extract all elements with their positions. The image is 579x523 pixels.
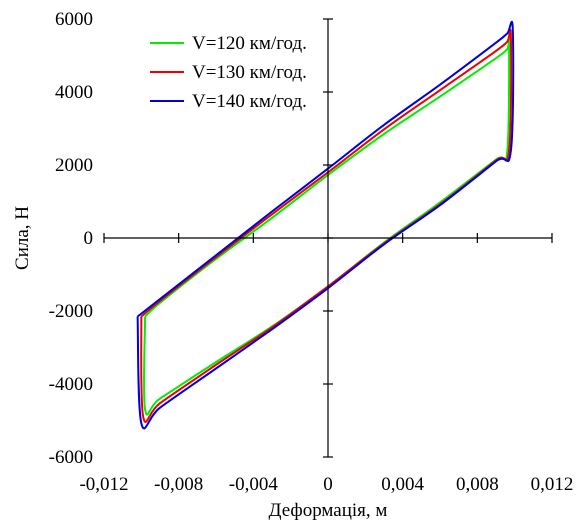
x-axis-title: Деформація, м xyxy=(269,500,388,521)
x-tick-label: -0,012 xyxy=(79,474,128,495)
x-tick-label: 0,008 xyxy=(456,474,499,495)
y-tick-label: -4000 xyxy=(49,374,93,395)
series-line-2 xyxy=(140,29,513,424)
x-tick-label: -0,008 xyxy=(154,474,203,495)
x-tick-label: -0,004 xyxy=(229,474,279,495)
x-tick-label: 0,004 xyxy=(381,474,424,495)
series-line-3 xyxy=(136,20,515,430)
legend-label: V=120 км/год. xyxy=(192,33,307,54)
y-tick-label: -2000 xyxy=(49,301,93,322)
legend: V=120 км/год. V=130 км/год. V=140 км/год. xyxy=(150,33,307,112)
legend-label: V=140 км/год. xyxy=(192,91,307,112)
plot-lines xyxy=(136,20,515,430)
y-axis-title: Сила, Н xyxy=(12,206,33,270)
y-tick-label: 6000 xyxy=(55,9,93,30)
x-tick-label: 0 xyxy=(323,474,333,495)
ticks: -0,012 -0,008 -0,004 0 0,004 0,008 0,012 -6000 -… xyxy=(49,9,574,495)
x-tick-label: 0,012 xyxy=(531,474,574,495)
legend-label: V=130 км/год. xyxy=(192,62,307,83)
series-line-1 xyxy=(142,38,511,416)
y-tick-label: 0 xyxy=(84,228,94,249)
y-tick-label: -6000 xyxy=(49,447,93,468)
y-tick-label: 4000 xyxy=(55,82,93,103)
y-tick-label: 2000 xyxy=(55,155,93,176)
